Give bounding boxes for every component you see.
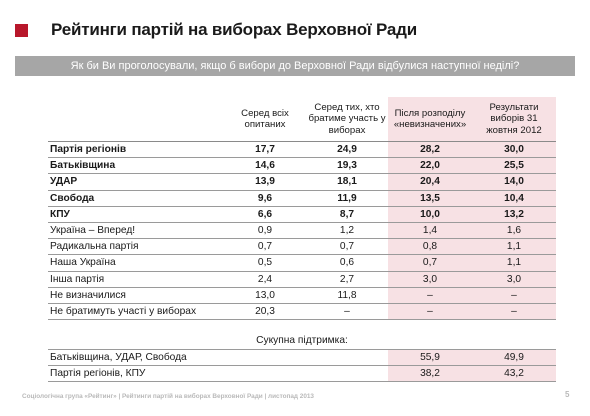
title-marker-icon [15,23,28,37]
value-cell: 3,0 [388,271,472,288]
slide-title-bar: Рейтинги партій на виборах Верховної Рад… [15,20,417,40]
party-name: Наша Україна [48,254,224,272]
party-name: Інша партія [48,271,224,288]
value-cell: 2,7 [306,271,388,288]
value-cell: 24,9 [306,140,388,159]
value-cell: 49,9 [472,349,556,367]
table-body: Партія регіонів 17,7 24,9 28,2 30,0 Батьківщи… [48,140,556,321]
value-cell: 13,0 [224,287,306,304]
value-cell: 2,4 [224,271,306,288]
value-cell: 30,0 [472,140,556,159]
table-row: Партія регіонів 17,7 24,9 28,2 30,0 [48,140,556,159]
value-cell: 13,5 [388,190,472,207]
support-caption-row: Сукупна підтримка: [48,332,556,351]
value-cell: 22,0 [388,157,472,175]
value-cell: 1,4 [388,222,472,240]
value-cell: 9,6 [224,190,306,207]
party-name: Україна – Вперед! [48,222,224,240]
ratings-table-wrap: Серед всіх опитаних Серед тих, хто брати… [48,97,556,383]
value-cell: 13,2 [472,206,556,223]
table-row: Не визначилися 13,0 11,8– – [48,287,556,304]
value-cell: 0,7 [224,238,306,256]
value-cell: 0,7 [306,238,388,256]
support-body: Сукупна підтримка: Батьківщина, УДАР, Св… [48,320,556,383]
value-cell: – [472,287,556,304]
table-row: Наша Україна 0,5 0,6 0,7 1,1 [48,254,556,272]
table-row: Батьківщина 14,6 19,3 22,0 25,5 [48,157,556,175]
value-cell: 43,2 [472,365,556,383]
ratings-table: Серед всіх опитаних Серед тих, хто брати… [48,97,556,383]
party-name: Не братимуть участі у виборах [48,303,224,321]
table-row: Інша партія 2,4 2,7 3,0 3,0 [48,271,556,288]
value-cell: 0,5 [224,254,306,272]
value-cell: 14,6 [224,157,306,175]
slide-title: Рейтинги партій на виборах Верховної Рад… [51,20,417,39]
value-cell: 0,6 [306,254,388,272]
survey-question: Як би Ви проголосували, якщо б вибори до… [15,56,575,76]
header-after-distribution: Після розподілу «невизначених» [388,97,472,142]
value-cell: 3,0 [472,271,556,288]
table-row: Партія регіонів, КПУ 38,2 43,2 [48,365,556,383]
value-cell: 1,2 [306,222,388,240]
value-cell: 6,6 [224,206,306,223]
value-cell: 1,1 [472,254,556,272]
value-cell: 19,3 [306,157,388,175]
table-row: КПУ 6,6 8,7 10,0 13,2 [48,206,556,223]
party-name: КПУ [48,206,224,223]
value-cell: 8,7 [306,206,388,223]
party-name: Партія регіонів, КПУ [48,365,224,383]
party-name: Радикальна партія [48,238,224,256]
value-cell [224,365,306,383]
value-cell: 1,1 [472,238,556,256]
value-cell: 0,9 [224,222,306,240]
party-name: Свобода [48,190,224,207]
footer-text: Соціологічна група «Рейтинг» | Рейтинги … [22,393,314,400]
party-name: Батьківщина, УДАР, Свобода [48,349,224,367]
header-party [48,97,224,142]
value-cell: 20,3 [224,303,306,321]
table-row: Радикальна партія 0,7 0,7 0,8 1,1 [48,238,556,256]
value-cell: 0,8 [388,238,472,256]
value-cell: 10,4 [472,190,556,207]
table-row: Україна – Вперед! 0,9 1,2 1,4 1,6 [48,222,556,240]
value-cell: 17,7 [224,140,306,159]
value-cell: 18,1 [306,173,388,191]
value-cell: 25,5 [472,157,556,175]
table-row: Батьківщина, УДАР, Свобода 55,9 49,9 [48,349,556,367]
spacer-row [48,320,556,333]
value-cell: 14,0 [472,173,556,191]
page-number: 5 [565,390,570,399]
header-election-results: Результати виборів 31 жовтня 2012 [472,97,556,142]
value-cell: – [472,303,556,321]
table-row: Свобода 9,6 11,9 13,5 10,4 [48,190,556,207]
value-cell: 13,9 [224,173,306,191]
value-cell: – [306,303,388,321]
value-cell: 0,7 [388,254,472,272]
table-header-row: Серед всіх опитаних Серед тих, хто брати… [48,97,556,142]
value-cell: 10,0 [388,206,472,223]
value-cell: – [388,303,472,321]
value-cell [224,349,306,367]
party-name: Батьківщина [48,157,224,175]
value-cell: 11,9 [306,190,388,207]
value-cell [306,349,388,367]
party-name: УДАР [48,173,224,191]
value-cell: 11,8 [306,287,388,304]
value-cell: 38,2 [388,365,472,383]
party-name: Партія регіонів [48,140,224,159]
value-cell: 55,9 [388,349,472,367]
table-row: УДАР 13,9 18,1 20,4 14,0 [48,173,556,191]
value-cell [306,365,388,383]
value-cell: 1,6 [472,222,556,240]
value-cell: 20,4 [388,173,472,191]
party-name: Не визначилися [48,287,224,304]
header-all-respondents: Серед всіх опитаних [224,97,306,142]
table-row: Не братимуть участі у виборах 20,3– – – [48,303,556,321]
value-cell: – [388,287,472,304]
support-caption: Сукупна підтримка: [48,332,556,351]
value-cell: 28,2 [388,140,472,159]
header-voters: Серед тих, хто братиме участь у виборах [306,97,388,142]
